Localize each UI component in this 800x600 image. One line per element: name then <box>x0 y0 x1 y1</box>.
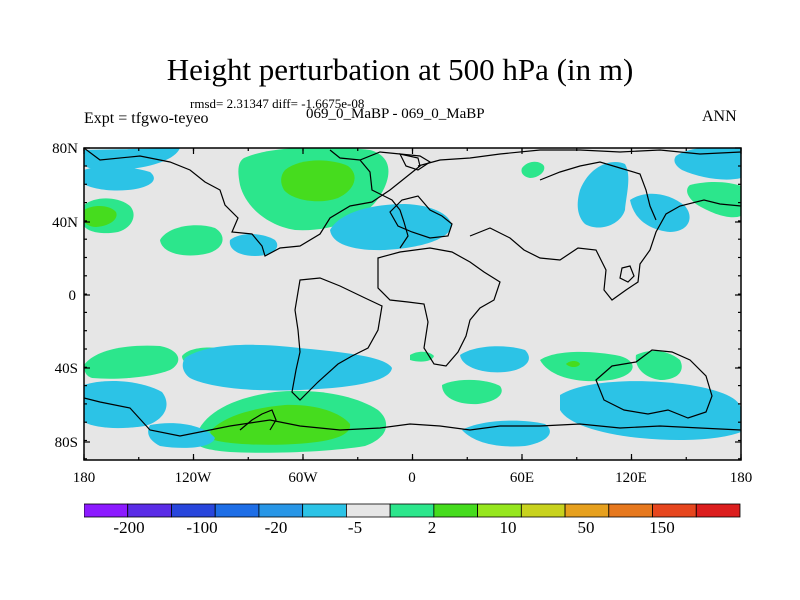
season-label: ANN <box>702 108 737 125</box>
lat-tick-label: 0 <box>69 288 77 304</box>
colorbar-swatch <box>214 503 260 518</box>
colorbar-swatch <box>84 503 129 518</box>
contour-negative-nh-arctic <box>84 148 180 171</box>
contour-positive-sh-east <box>635 350 682 380</box>
colorbar-label: 150 <box>649 518 675 537</box>
contour-negative-nh-atlantic <box>330 204 452 251</box>
outline-asia-south <box>469 199 741 301</box>
colorbar-label: 10 <box>499 518 517 537</box>
contour-negative-nh-eastasia <box>630 193 690 232</box>
comparison-label: 069_0_MaBP - 069_0_MaBP <box>306 106 485 122</box>
contour-negative-sh-southatlantic <box>462 420 550 447</box>
colorbar-swatch <box>345 503 391 518</box>
colorbar-swatch <box>520 503 566 518</box>
colorbar-swatch <box>608 503 653 518</box>
colorbar-swatch <box>564 503 610 518</box>
colorbar <box>84 503 741 518</box>
colorbar-swatch <box>127 503 172 518</box>
continent-outlines <box>84 148 741 437</box>
colorbar-label: -20 <box>264 518 288 537</box>
contour-negative-sh-indian <box>560 381 741 440</box>
outline-south-america <box>291 277 383 401</box>
contour-positive-nh-asia <box>521 161 545 178</box>
contour-negative-sh-pacific <box>182 344 392 391</box>
lon-tick-label: 0 <box>408 470 416 486</box>
lon-tick-label: 120E <box>615 470 647 486</box>
contour-positive-sh-west <box>84 345 179 379</box>
contour-negative-nh-asia <box>577 161 629 228</box>
contour-strong-positive-sh-pacific <box>210 404 351 445</box>
colorbar-swatch <box>389 503 435 518</box>
colorbar-swatch <box>477 503 522 518</box>
contour-positive-sh-atlantic <box>442 379 502 405</box>
outline-australia <box>595 349 713 419</box>
colorbar-swatch <box>302 503 347 518</box>
experiment-label: Expt = tfgwo-teyeo <box>84 110 209 127</box>
contour-negative-sh-atlantic <box>460 346 529 373</box>
lat-tick-label: 40S <box>55 361 78 377</box>
contour-negative-nh-arctic-east <box>674 148 741 180</box>
lat-tick-label: 80S <box>55 435 78 451</box>
contour-positive-sh-indian <box>540 351 633 382</box>
plot-title: Height perturbation at 500 hPa (in m) <box>166 52 634 87</box>
colorbar-swatch <box>695 503 741 518</box>
outline-europe <box>389 195 453 239</box>
outline-antarctic-peninsula <box>239 409 277 431</box>
colorbar-swatch <box>171 503 216 518</box>
colorbar-swatch <box>258 503 304 518</box>
contour-positive-nh-midpacific <box>160 225 223 256</box>
lon-tick-label: 60E <box>510 470 534 486</box>
lon-tick-label: 60W <box>288 470 318 486</box>
contour-positive-sh-indian-core <box>566 361 580 367</box>
outline-antarctica <box>84 397 741 437</box>
colorbar-label: -100 <box>186 518 218 537</box>
outline-africa <box>377 247 501 367</box>
contour-negative-nh-pacific <box>229 234 278 256</box>
lat-tick-label: 40N <box>52 215 78 231</box>
contour-positive-nh-east <box>687 182 741 218</box>
lat-tick-label: 80N <box>52 141 78 157</box>
rmsd-diff-stats: rmsd= 2.31347 diff= -1.6675e-08 <box>190 96 365 111</box>
contour-negative-sh-west <box>84 380 167 429</box>
lon-tick-label: 120W <box>175 470 213 486</box>
lon-tick-label: 180 <box>73 470 96 486</box>
colorbar-label: -5 <box>347 518 363 537</box>
contour-strong-positive-nh-west <box>84 206 117 227</box>
axis-ticks <box>83 147 742 460</box>
outline-asia-central <box>539 161 657 221</box>
outline-north-america <box>84 148 421 257</box>
contour-strong-positive-nh-pacific <box>281 160 355 202</box>
contour-negative-nh-west <box>84 166 154 191</box>
colorbar-label: 2 <box>427 518 437 537</box>
colorbar-label: 50 <box>577 518 595 537</box>
outline-greenland <box>398 153 432 171</box>
outline-islands-asia <box>619 265 635 283</box>
colorbar-swatch <box>433 503 478 518</box>
lon-tick-label: 180 <box>730 470 753 486</box>
colorbar-label: -200 <box>113 518 145 537</box>
outline-eurasia <box>417 149 741 167</box>
contour-fields <box>84 148 741 453</box>
colorbar-swatch <box>652 503 697 518</box>
outline-north-america-inner <box>359 159 409 249</box>
